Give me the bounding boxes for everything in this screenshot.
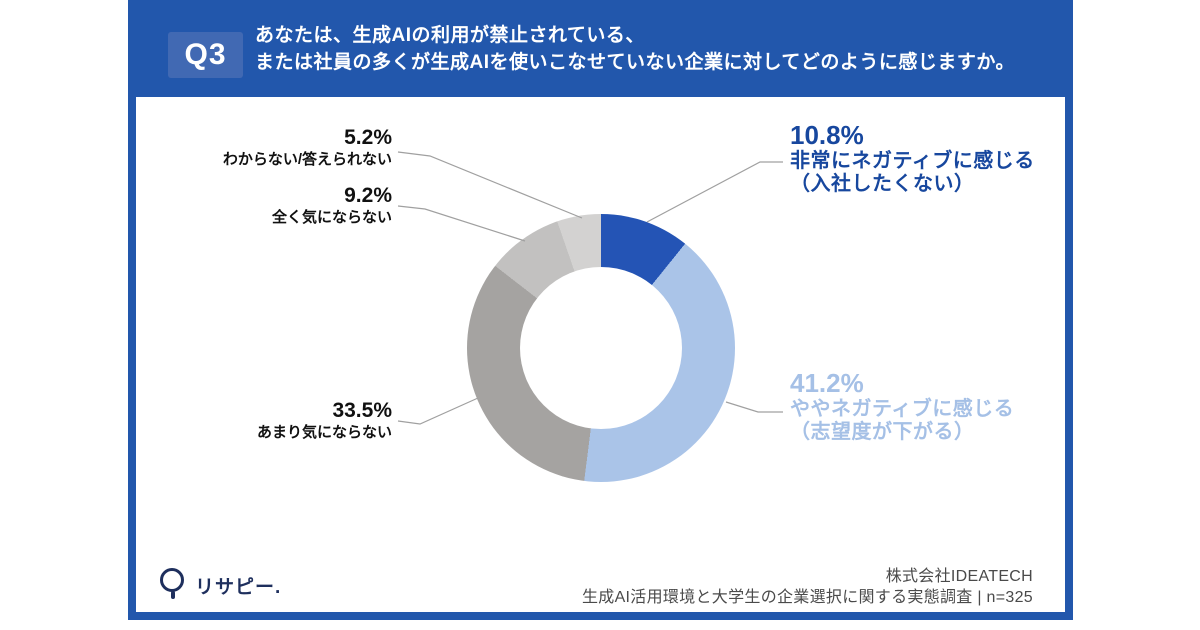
magnifier-pie-icon (160, 568, 186, 602)
survey-title: 生成AI活用環境と大学生の企業選択に関する実態調査 | n=325 (581, 589, 1033, 606)
source-note: 株式会社IDEATECH 生成AI活用環境と大学生の企業選択に関する実態調査 |… (582, 566, 1033, 608)
callout-very-negative-line2: （入社したくない） (790, 173, 975, 195)
callout-wakaranai-label: わからない/答えられない (222, 151, 392, 168)
callout-somewhat-negative-pct: 41.2% (790, 368, 864, 398)
callout-very-negative-pct: 10.8% (790, 120, 864, 150)
callout-somewhat-negative-line1: ややネガティブに感じる (790, 398, 1015, 420)
callout-amari: 33.5% あまり気にならない (128, 399, 392, 442)
callout-mattaku-pct: 9.2% (344, 184, 392, 207)
company-name: 株式会社IDEATECH (885, 568, 1033, 585)
question-badge: Q3 (168, 32, 243, 78)
callout-somewhat-negative-line2: （志望度が下がる） (790, 421, 975, 443)
callout-mattaku: 9.2% 全く気にならない (128, 184, 392, 227)
callout-very-negative-line1: 非常にネガティブに感じる (790, 150, 1035, 172)
callout-amari-pct: 33.5% (332, 399, 392, 422)
callout-mattaku-label: 全く気にならない (271, 209, 392, 226)
survey-card: Q3 あなたは、生成AIの利用が禁止されている、 または社員の多くが生成AIを使… (128, 0, 1073, 620)
callout-wakaranai: 5.2% わからない/答えられない (128, 126, 392, 169)
callout-somewhat-negative: 41.2% ややネガティブに感じる （志望度が下がる） (790, 368, 1014, 444)
question-line-2: または社員の多くが生成AIを使いこなせていない企業に対してどのように感じますか。 (255, 51, 1016, 73)
donut-hole (520, 267, 682, 429)
callout-amari-label: あまり気にならない (256, 424, 392, 441)
callout-very-negative: 10.8% 非常にネガティブに感じる （入社したくない） (790, 120, 1035, 196)
question-title: あなたは、生成AIの利用が禁止されている、 または社員の多くが生成AIを使いこな… (255, 0, 1015, 97)
research-pr-logo: リサピー. (160, 568, 281, 602)
logo-text: リサピー. (195, 576, 282, 598)
callout-wakaranai-pct: 5.2% (344, 126, 392, 149)
question-line-1: あなたは、生成AIの利用が禁止されている、 (255, 24, 645, 46)
